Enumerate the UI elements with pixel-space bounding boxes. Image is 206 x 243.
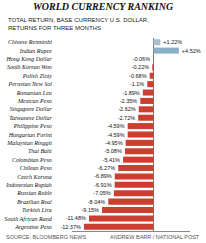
svg-text:Thai Baht: Thai Baht xyxy=(28,148,52,154)
svg-text:Hungarian Forint: Hungarian Forint xyxy=(8,132,53,138)
svg-text:-11.48%: -11.48% xyxy=(66,215,86,221)
svg-text:Indonesian Rupiah: Indonesian Rupiah xyxy=(5,182,52,188)
svg-text:-5.08%: -5.08% xyxy=(104,148,122,154)
svg-text:Singapore Dollar: Singapore Dollar xyxy=(10,106,53,112)
svg-text:-4.59%: -4.59% xyxy=(107,123,125,129)
svg-text:-0.68%: -0.68% xyxy=(129,73,147,79)
svg-text:Polish Zloty: Polish Zloty xyxy=(22,73,53,79)
svg-text:Chinese Renminbi: Chinese Renminbi xyxy=(8,39,52,45)
svg-text:Czech Koruna: Czech Koruna xyxy=(17,174,52,180)
svg-text:Mexican Peso: Mexican Peso xyxy=(17,98,52,104)
svg-text:-8.04%: -8.04% xyxy=(88,199,106,205)
svg-text:Hong Kong Dollar: Hong Kong Dollar xyxy=(5,56,52,62)
svg-text:+4.52%: +4.52% xyxy=(182,48,201,54)
svg-text:SOURCE: BLOOMBERG NEWS: SOURCE: BLOOMBERG NEWS xyxy=(6,234,86,240)
svg-text:Indian Rupee: Indian Rupee xyxy=(19,48,52,54)
svg-text:-6.91%: -6.91% xyxy=(94,182,112,188)
svg-text:Turkish Lira: Turkish Lira xyxy=(22,207,52,213)
svg-text:-0.06%: -0.06% xyxy=(133,56,151,62)
svg-text:Brazilian Real: Brazilian Real xyxy=(17,199,52,205)
svg-text:-2.35%: -2.35% xyxy=(120,98,138,104)
svg-text:-6.27%: -6.27% xyxy=(98,165,116,171)
svg-text:South Korean Won: South Korean Won xyxy=(7,64,52,70)
svg-text:-4.95%: -4.95% xyxy=(105,140,123,146)
svg-text:ANDREW BARR / NATIONAL POST: ANDREW BARR / NATIONAL POST xyxy=(110,234,200,240)
svg-text:WORLD CURRENCY RANKING: WORLD CURRENCY RANKING xyxy=(33,1,174,12)
svg-text:-7.05%: -7.05% xyxy=(93,190,111,196)
svg-text:Peruvian New Sol: Peruvian New Sol xyxy=(7,81,52,87)
svg-text:-6.89%: -6.89% xyxy=(94,173,112,179)
svg-text:TOTAL RETURN, BASE CURRENCY U.: TOTAL RETURN, BASE CURRENCY U.S. DOLLAR,… xyxy=(8,17,149,31)
svg-text:-0.22%: -0.22% xyxy=(132,64,150,70)
svg-text:Malaysian Ringgit: Malaysian Ringgit xyxy=(6,140,52,146)
svg-text:Philippine Peso: Philippine Peso xyxy=(13,123,52,129)
svg-text:-1.89%: -1.89% xyxy=(122,90,140,96)
svg-text:Colombian Peso: Colombian Peso xyxy=(12,157,52,163)
svg-text:Chilean Peso: Chilean Peso xyxy=(20,165,52,171)
svg-text:-9.15%: -9.15% xyxy=(82,207,100,213)
svg-text:South African Rand: South African Rand xyxy=(5,216,53,222)
svg-text:+1.22%: +1.22% xyxy=(163,39,182,45)
svg-text:-2.62%: -2.62% xyxy=(118,106,136,112)
svg-text:-2.72%: -2.72% xyxy=(118,115,136,121)
svg-text:-1.1%: -1.1% xyxy=(130,81,144,87)
svg-text:-12.37%: -12.37% xyxy=(60,224,81,230)
svg-text:-5.41%: -5.41% xyxy=(103,157,121,163)
svg-text:Romanian Leu: Romanian Leu xyxy=(16,90,52,96)
svg-text:-4.59%: -4.59% xyxy=(107,132,125,138)
svg-text:Taiwanese Dollar: Taiwanese Dollar xyxy=(9,115,52,121)
svg-text:Russian Ruble: Russian Ruble xyxy=(16,190,52,196)
svg-text:Argentine Peso: Argentine Peso xyxy=(14,224,52,230)
